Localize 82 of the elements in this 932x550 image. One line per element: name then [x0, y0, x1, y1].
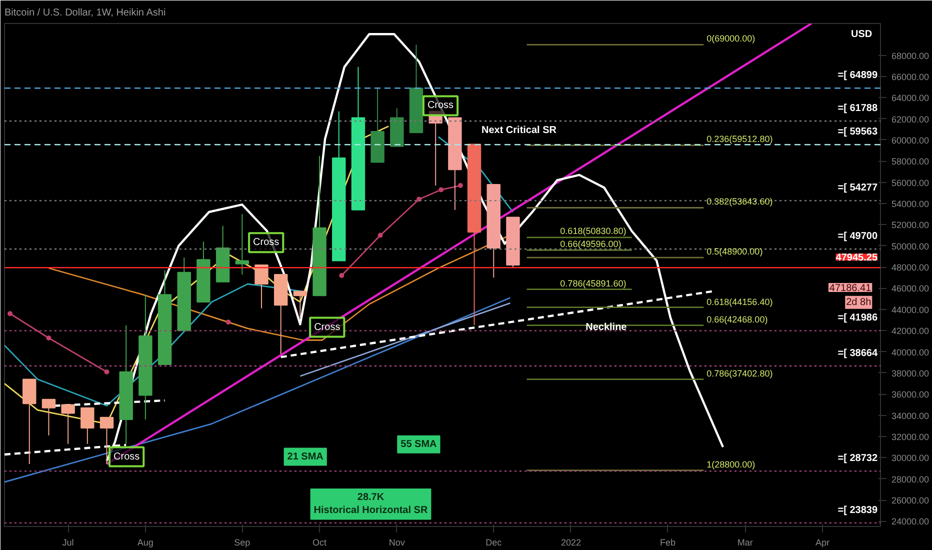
point: [438, 187, 444, 192]
y-tick-label: 36000.00: [892, 390, 930, 400]
x-tick-label: Apr: [815, 538, 830, 548]
ref-line-label: =[ 59563: [838, 126, 878, 138]
annotation: 47186.41: [829, 282, 872, 294]
annotation: 2d 8h: [846, 296, 872, 308]
annotation: Cross: [253, 237, 280, 248]
point: [104, 369, 110, 374]
ref-line-label: =[ 41986: [838, 312, 878, 324]
annotation: Cross: [427, 100, 454, 112]
point: [46, 336, 52, 341]
annotation: 1(28800.00): [706, 459, 756, 470]
annotation: 0(69000.00): [706, 34, 756, 44]
y-tick-label: 28000.00: [892, 474, 930, 484]
y-tick-label: 60000.00: [892, 135, 930, 146]
y-tick-label: 62000.00: [892, 114, 930, 124]
x-tick-label: Sep: [234, 538, 250, 548]
y-tick-label: 46000.00: [892, 284, 930, 294]
y-tick-label: 44000.00: [892, 304, 930, 315]
annotation: USD: [851, 28, 872, 40]
y-tick-label: 24000.00: [892, 516, 930, 527]
y-tick-label: 26000.00: [892, 496, 930, 506]
y-tick-label: 40000.00: [892, 347, 930, 358]
ref-line-label: =[ 23839: [838, 504, 878, 516]
annotation: Cross: [314, 322, 340, 333]
candlestick: [293, 290, 308, 318]
y-tick-label: 48000.00: [892, 262, 930, 273]
y-tick-label: 68000.00: [892, 50, 930, 61]
point: [378, 232, 383, 238]
candlestick: [80, 407, 94, 444]
ref-line-label: =[ 28732: [838, 453, 878, 464]
point: [416, 196, 422, 202]
y-tick-label: 56000.00: [892, 178, 930, 188]
x-tick-label: Feb: [660, 538, 676, 548]
ref-line-label: =[ 61788: [838, 103, 878, 114]
annotation: 0.382(53643.60): [706, 196, 773, 206]
annotation: 21 SMA: [287, 451, 324, 462]
y-tick-label: 50000.00: [892, 241, 930, 252]
point: [226, 320, 231, 325]
y-tick-label: 34000.00: [892, 410, 930, 421]
candlestick: [100, 416, 114, 465]
x-tick-label: Dec: [486, 538, 502, 548]
y-tick-label: 42000.00: [892, 326, 930, 336]
candlestick: [235, 214, 250, 275]
annotation: 0.786(45891.60): [560, 278, 626, 288]
point: [458, 183, 463, 188]
ref-line-label: =[ 49700: [838, 231, 878, 242]
y-tick-label: 64000.00: [892, 93, 930, 104]
y-tick-label: 58000.00: [892, 156, 930, 167]
y-tick-label: 32000.00: [892, 432, 930, 442]
annotation: 0.66(49596.00): [560, 239, 622, 250]
annotation: Next Critical SR: [481, 125, 558, 136]
ref-line-label: =[ 38664: [838, 348, 878, 359]
annotation: 0.236(59512.80): [706, 134, 773, 144]
candlestick: [61, 404, 75, 444]
x-tick-label: 2022: [560, 538, 582, 548]
annotation: 0.618(50830.80): [560, 226, 626, 236]
x-tick-label: Nov: [388, 538, 406, 548]
y-tick-label: 66000.00: [892, 72, 930, 82]
candlestick: [254, 264, 268, 309]
annotation: Cross: [114, 451, 140, 462]
annotation: Neckline: [586, 322, 628, 333]
annotation: 28.7K Historical Horizontal SR: [314, 492, 428, 516]
annotation: 0.5(48900.00): [706, 246, 763, 257]
chart-title: Bitcoin / U.S. Dollar, 1W, Heikin Ashi: [4, 8, 166, 18]
annotation: 0.66(42468.00): [706, 314, 768, 325]
ref-line-label: =[ 64899: [838, 70, 878, 82]
candlestick: [42, 398, 56, 436]
x-tick-label: Mar: [737, 538, 753, 548]
annotation: 0.618(44156.40): [706, 296, 773, 307]
y-tick-label: 54000.00: [892, 199, 930, 210]
annotation: 0.786(37402.80): [706, 368, 773, 378]
x-tick-label: Aug: [137, 538, 154, 548]
annotation: 55 SMA: [400, 438, 437, 450]
y-tick-label: 38000.00: [892, 368, 930, 378]
point: [339, 273, 344, 278]
x-tick-label: Oct: [312, 538, 328, 548]
ref-line-label: =[ 54277: [838, 182, 878, 194]
y-tick-label: 52000.00: [892, 220, 930, 230]
point: [8, 311, 13, 316]
y-tick-label: 30000.00: [892, 453, 930, 464]
x-tick-label: Jul: [62, 538, 74, 548]
